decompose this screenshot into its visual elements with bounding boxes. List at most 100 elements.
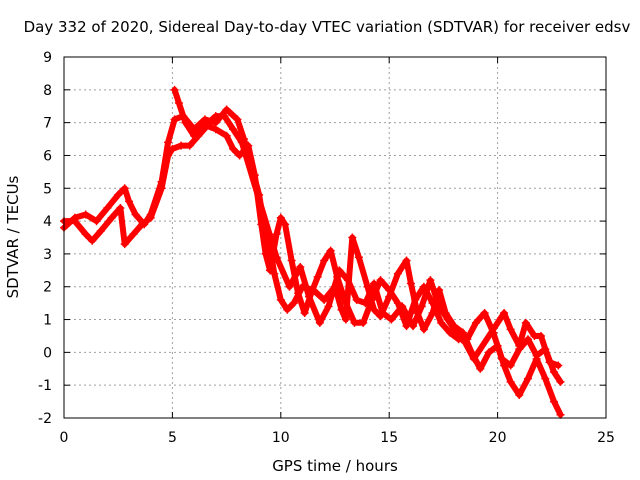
data-point [265, 266, 274, 275]
data-point [211, 125, 220, 134]
data-point [294, 289, 303, 298]
data-point [233, 115, 242, 124]
data-point [393, 269, 402, 278]
data-point [164, 138, 173, 147]
data-point [70, 217, 79, 226]
y-tick-label: 9 [43, 50, 52, 66]
data-point [376, 276, 385, 285]
data-point [515, 341, 524, 350]
data-point [168, 144, 177, 153]
data-point [174, 98, 183, 107]
data-point [419, 325, 428, 334]
data-point [417, 302, 426, 311]
x-tick-label: 5 [168, 430, 177, 446]
data-point [81, 210, 90, 219]
data-point [406, 279, 415, 288]
data-point [283, 305, 292, 314]
data-point [385, 286, 394, 295]
data-point [88, 236, 97, 245]
data-point [556, 377, 565, 386]
data-point [190, 131, 199, 140]
data-point [220, 112, 229, 121]
data-point [352, 295, 361, 304]
y-axis-label: SDTVAR / TECUs [4, 175, 22, 298]
data-point [344, 276, 353, 285]
axis-ticks: 0 5 10 15 20 25 -2 -1 0 1 2 3 4 5 6 7 8 9 [38, 50, 615, 446]
y-tick-label: 4 [43, 214, 52, 230]
data-point [500, 308, 509, 317]
data-point [387, 315, 396, 324]
data-point [120, 240, 129, 249]
data-point [341, 315, 350, 324]
data-point [435, 302, 444, 311]
plot-frame [63, 56, 607, 419]
data-point [378, 308, 387, 317]
data-point [200, 121, 209, 130]
data-point [354, 253, 363, 262]
data-point [237, 138, 246, 147]
data-point [285, 282, 294, 291]
data-point [549, 368, 558, 377]
data-point [129, 230, 138, 239]
y-tick-label: 5 [43, 181, 52, 197]
data-point [116, 203, 125, 212]
data-point [177, 141, 186, 150]
data-point [515, 391, 524, 400]
data-point [170, 115, 179, 124]
data-point [409, 322, 418, 331]
data-point [170, 85, 179, 94]
data-point [469, 354, 478, 363]
data-point [261, 249, 270, 258]
data-point [120, 184, 129, 193]
data-point [300, 308, 309, 317]
data-point [313, 272, 322, 281]
data-point [276, 213, 285, 222]
x-tick-label: 10 [272, 430, 290, 446]
data-point [426, 276, 435, 285]
series-track-a [60, 105, 565, 419]
data-point [138, 220, 147, 229]
data-point [506, 377, 515, 386]
data-point [545, 358, 554, 367]
data-point [131, 210, 140, 219]
data-point [107, 213, 116, 222]
x-axis-label: GPS time / hours [272, 457, 398, 475]
data-point [359, 318, 368, 327]
data-point [523, 374, 532, 383]
data-point [541, 374, 550, 383]
data-point [471, 318, 480, 327]
data-point [554, 361, 563, 370]
data-point [222, 131, 231, 140]
data-point [157, 184, 166, 193]
data-point [96, 226, 105, 235]
data-point [556, 410, 565, 419]
data-point [181, 118, 190, 127]
y-tick-label: 0 [43, 345, 52, 361]
data-point [281, 220, 290, 229]
data-point [326, 246, 335, 255]
data-point [361, 299, 370, 308]
data-point [320, 295, 329, 304]
y-tick-label: 1 [43, 313, 52, 329]
data-point [350, 318, 359, 327]
data-point [523, 335, 532, 344]
x-tick-label: 0 [60, 430, 69, 446]
data-point [287, 256, 296, 265]
y-tick-label: 8 [43, 83, 52, 99]
data-point [185, 141, 194, 150]
data-point [211, 112, 220, 121]
y-tick-label: 3 [43, 247, 52, 263]
data-point [348, 233, 357, 242]
data-point [320, 256, 329, 265]
data-point [335, 266, 344, 275]
data-point [506, 325, 515, 334]
data-point [235, 151, 244, 160]
data-point [222, 105, 231, 114]
data-point [296, 263, 305, 272]
data-point [103, 203, 112, 212]
data-point [229, 144, 238, 153]
series-trace [171, 86, 562, 369]
x-tick-label: 15 [380, 430, 398, 446]
y-tick-label: 2 [43, 280, 52, 296]
data-point [114, 190, 123, 199]
